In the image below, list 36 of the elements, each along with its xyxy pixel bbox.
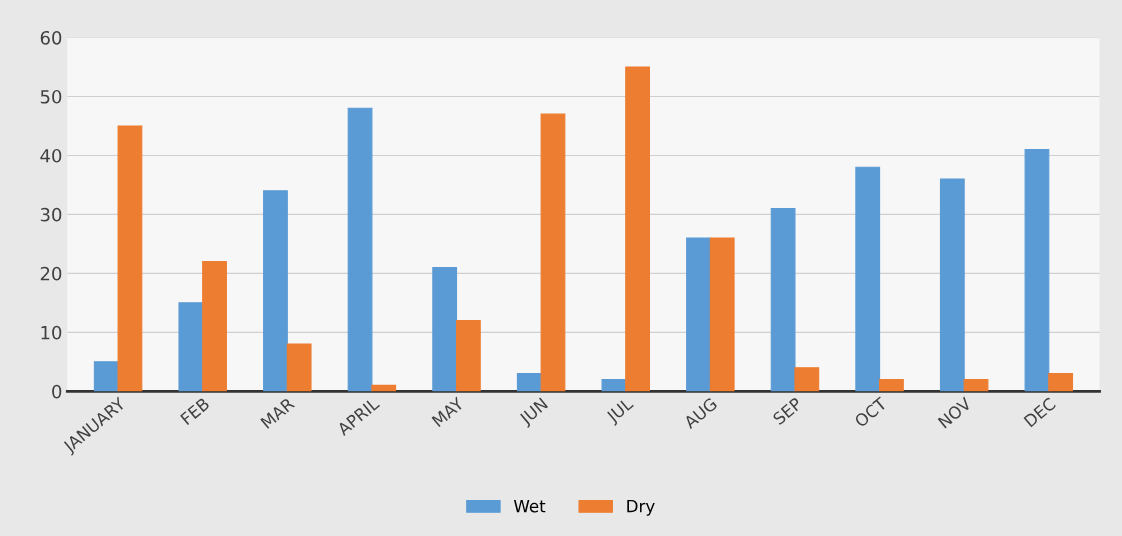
bar [93, 361, 119, 392]
bar [516, 373, 542, 392]
bar [1024, 148, 1050, 392]
y-tick-label: 0 [52, 384, 62, 399]
y-tick-label: 60 [40, 30, 62, 45]
y-tick-label: 30 [40, 207, 62, 222]
x-tick-label: SEP [772, 396, 803, 426]
x-tick-label: FEB [180, 397, 210, 426]
y-tick-label: 40 [40, 148, 62, 163]
legend-label: Dry [627, 500, 655, 516]
bar [709, 237, 735, 392]
bar [371, 384, 397, 392]
bar [686, 237, 711, 392]
bar [770, 207, 796, 392]
bar [117, 125, 143, 392]
x-tick-label: JUL [605, 396, 636, 426]
y-tick-label: 20 [40, 266, 62, 281]
bar [855, 166, 881, 392]
y-tick-label: 50 [40, 89, 62, 104]
y-tick-label: 10 [41, 325, 62, 340]
bar [794, 367, 820, 392]
bar [963, 378, 989, 392]
bar [202, 261, 227, 392]
bar [1048, 373, 1074, 392]
bar [286, 343, 312, 392]
bar [263, 190, 288, 392]
bar [601, 378, 627, 392]
bar [879, 378, 904, 392]
legend-label: Wet [513, 500, 546, 513]
bar [178, 302, 204, 392]
bar [939, 178, 965, 392]
bar [540, 113, 566, 392]
bar [347, 107, 373, 392]
bar [625, 66, 650, 392]
bar [455, 319, 481, 392]
bar [432, 266, 458, 392]
